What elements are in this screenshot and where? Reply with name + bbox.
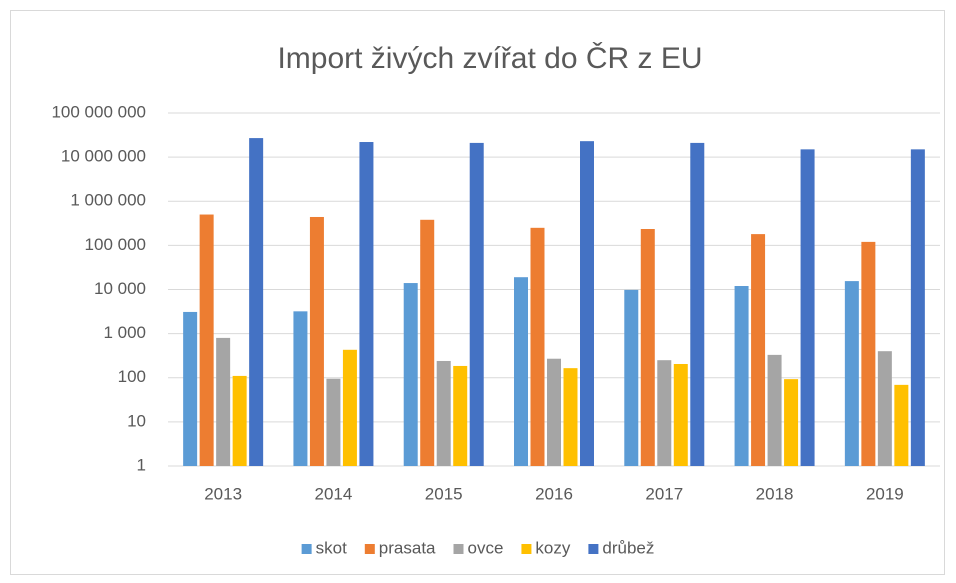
- bar: [232, 375, 247, 466]
- bar: [877, 351, 892, 466]
- bar: [183, 311, 198, 466]
- bar: [580, 141, 594, 466]
- y-tick-label: 100 000: [85, 235, 146, 254]
- bar: [403, 283, 418, 466]
- legend-swatch: [588, 544, 599, 554]
- bar: [309, 216, 324, 466]
- bar: [844, 281, 859, 466]
- bar: [910, 149, 925, 466]
- legend-label: drůbež: [602, 538, 654, 557]
- bar: [640, 229, 655, 466]
- bar: [784, 379, 799, 466]
- x-tick-label: 2019: [866, 484, 904, 503]
- bar: [199, 214, 214, 466]
- bar: [767, 354, 782, 466]
- legend-label: ovce: [468, 538, 504, 557]
- bar: [673, 363, 688, 466]
- bar: [436, 360, 451, 466]
- legend-label: kozy: [535, 538, 570, 557]
- y-tick-label: 1: [137, 455, 146, 474]
- x-tick-label: 2017: [645, 484, 683, 503]
- bar: [342, 349, 357, 466]
- bar: [453, 365, 468, 466]
- x-tick-label: 2013: [204, 484, 242, 503]
- bar: [469, 142, 484, 466]
- x-tick-label: 2016: [535, 484, 573, 503]
- x-tick-label: 2015: [425, 484, 463, 503]
- bar: [690, 142, 705, 466]
- x-tick-label: 2018: [756, 484, 794, 503]
- bar: [861, 241, 876, 466]
- legend-label: prasata: [379, 538, 436, 557]
- legend-swatch: [364, 544, 375, 554]
- bar: [894, 384, 909, 466]
- legend-swatch: [521, 544, 532, 554]
- bar: [547, 358, 561, 466]
- bar: [359, 142, 374, 466]
- bar: [751, 234, 766, 466]
- legend-swatch: [453, 544, 464, 554]
- bar: [249, 138, 264, 467]
- bar: [326, 378, 341, 466]
- bar: [530, 227, 545, 466]
- y-tick-label: 100 000 000: [51, 102, 146, 121]
- bar: [563, 368, 578, 466]
- bar: [293, 311, 308, 466]
- legend-swatch: [301, 544, 312, 554]
- x-tick-label: 2014: [315, 484, 353, 503]
- bar: [624, 289, 639, 466]
- legend-label: skot: [316, 538, 347, 557]
- y-tick-label: 1 000: [103, 323, 146, 342]
- y-tick-label: 10 000: [94, 279, 146, 298]
- bar: [514, 277, 528, 466]
- y-tick-label: 10: [127, 411, 146, 430]
- y-tick-label: 1 000 000: [70, 191, 146, 210]
- bar: [734, 286, 749, 466]
- y-tick-label: 100: [118, 367, 146, 386]
- chart-title: Import živých zvířat do ČR z EU: [277, 41, 702, 75]
- bar: [420, 219, 435, 466]
- y-tick-label: 10 000 000: [61, 147, 146, 166]
- bar: [216, 337, 231, 466]
- bar: [800, 149, 815, 466]
- bar: [657, 360, 672, 466]
